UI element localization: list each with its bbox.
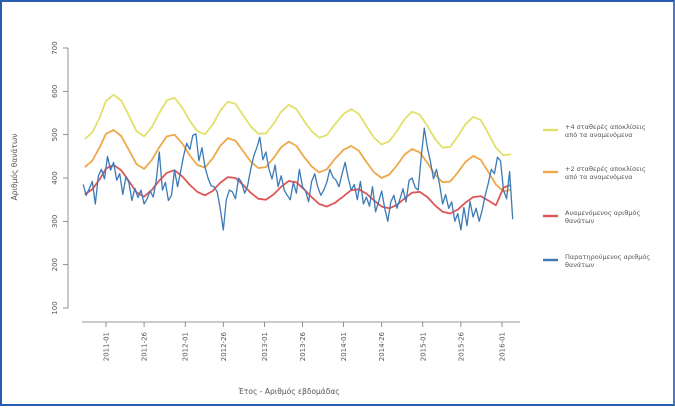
legend: +4 σταθερές αποκλίσεις από τα αναμενόμενα… — [543, 123, 650, 269]
y-axis: 100 200 300 400 500 600 700 — [51, 41, 69, 315]
x-tick-label: 2012-26 — [220, 331, 228, 361]
y-tick-label: 200 — [51, 258, 59, 271]
x-tick-label: 2011-01 — [103, 332, 111, 361]
y-tick-label: 500 — [51, 128, 59, 141]
y-tick-label: 400 — [51, 171, 59, 184]
x-tick-label: 2011-26 — [141, 331, 149, 361]
legend-label: +2 σταθερές αποκλίσεις από τα αναμενόμενα — [565, 165, 646, 181]
series-lines — [82, 93, 514, 231]
line-plus-4sd — [84, 93, 512, 157]
x-tick-label: 2013-26 — [299, 331, 307, 361]
y-axis-label: Αριθμός θανάτων — [10, 134, 19, 201]
x-tick-label: 2014-26 — [378, 331, 386, 361]
x-tick-label: 2016-01 — [499, 332, 507, 361]
x-tick-label: 2012-01 — [182, 332, 190, 361]
x-tick-label: 2014-01 — [340, 332, 348, 361]
x-tick-label: 2015-26 — [457, 331, 465, 361]
line-plus-2sd — [84, 129, 512, 193]
legend-label: Παρατηρούμενος αριθμός θανάτων — [565, 253, 650, 269]
x-axis-label: Έτος - Αριθμός εβδομάδας — [237, 387, 339, 396]
y-tick-label: 600 — [51, 85, 59, 98]
legend-label: +4 σταθερές αποκλίσεις από τα αναμενόμενα — [565, 123, 646, 139]
x-tick-label: 2015-01 — [419, 332, 427, 361]
line-observed — [82, 127, 514, 231]
y-tick-label: 100 — [51, 301, 59, 314]
y-tick-label: 300 — [51, 215, 59, 228]
x-axis: 2011-01 2011-26 2012-01 2012-26 2013-01 2013-… — [82, 321, 520, 361]
x-tick-label: 2013-01 — [261, 332, 269, 361]
y-tick-label: 700 — [51, 41, 59, 54]
line-chart: 100 200 300 400 500 600 700 2011-01 2011-26 2012… — [10, 41, 650, 396]
legend-label: Αναμενόμενος αριθμός θανάτων — [565, 209, 640, 225]
line-expected — [84, 164, 512, 215]
